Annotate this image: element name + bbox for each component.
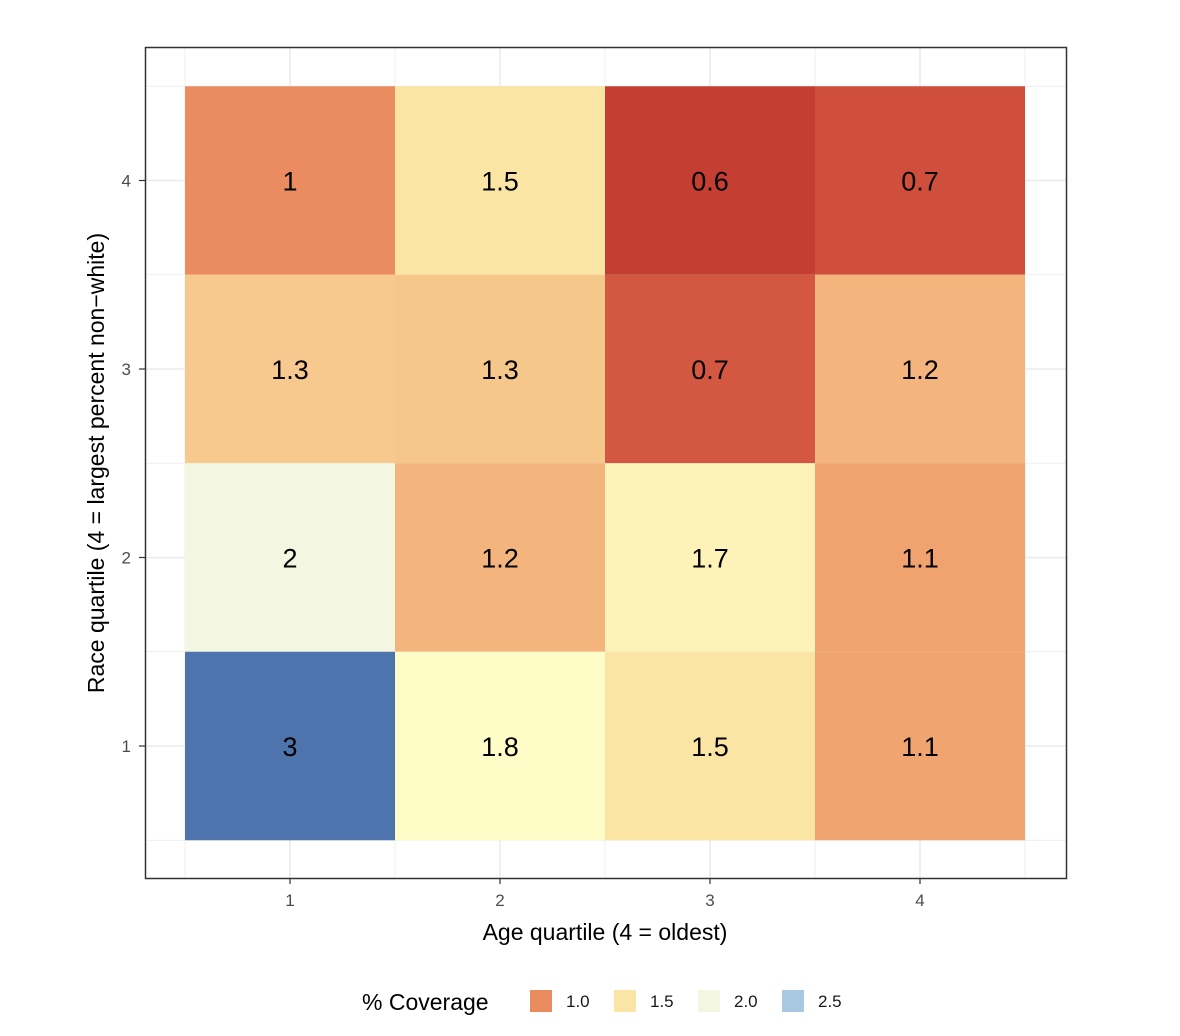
legend-key [614,990,636,1012]
legend-label: 1.5 [650,992,674,1011]
x-tick-label: 4 [915,891,924,910]
cell-value-label: 3 [282,732,297,762]
cell-value-label: 1.8 [481,732,519,762]
heatmap-cell [815,274,1025,464]
y-tick-label: 3 [122,360,131,379]
heatmap-cells [185,86,1025,841]
legend-label: 2.5 [818,992,842,1011]
legend-key [698,990,720,1012]
heatmap-cell [395,86,605,275]
cell-value-label: 1.1 [901,544,939,574]
heatmap-cell [605,651,815,841]
cell-value-label: 0.7 [901,167,939,197]
y-axis-title: Race quartile (4 = largest percent non−w… [83,233,109,693]
cell-value-label: 1.5 [481,167,519,197]
legend-title: % Coverage [362,989,489,1015]
y-tick-label: 1 [122,737,131,756]
cell-value-label: 1.2 [901,355,939,385]
heatmap-cell [395,463,605,652]
heatmap-cell [185,86,395,275]
legend-label: 1.0 [566,992,590,1011]
legend-label: 2.0 [734,992,758,1011]
heatmap-cell [185,274,395,464]
y-tick-label: 4 [122,172,131,191]
legend-key [530,990,552,1012]
cell-value-label: 1.2 [481,544,519,574]
heatmap-cell [605,274,815,464]
cell-value-label: 0.7 [691,355,729,385]
heatmap-cell [185,463,395,652]
cell-value-label: 1.1 [901,732,939,762]
x-axis-title: Age quartile (4 = oldest) [483,919,728,945]
cell-value-label: 1.3 [271,355,309,385]
axes: 1 2 3 4 1 2 3 4 [122,172,925,911]
heatmap-cell [815,651,1025,841]
heatmap-cell [395,651,605,841]
cell-value-label: 1.5 [691,732,729,762]
heatmap-cell [185,651,395,841]
heatmap-cell [815,86,1025,275]
legend-key [782,990,804,1012]
y-tick-label: 2 [122,549,131,568]
panel-border [144,46,1068,880]
cell-value-labels: 1 1.5 0.6 0.7 1.3 1.3 0.7 1.2 2 1.2 1.7 1.1 3 1.8 1.5 1… [271,167,939,763]
cell-value-label: 1.7 [691,544,729,574]
legend: % Coverage 1.0 1.5 2.0 2.5 [362,989,842,1015]
x-tick-label: 1 [285,891,294,910]
x-tick-label: 3 [705,891,714,910]
cell-value-label: 1 [282,167,297,197]
heatmap-cell [395,274,605,464]
heatmap-cell [605,463,815,652]
cell-value-label: 1.3 [481,355,519,385]
heatmap-cell [605,86,815,275]
cell-value-label: 2 [282,544,297,574]
cell-value-label: 0.6 [691,167,729,197]
heatmap-cell [815,463,1025,652]
x-tick-label: 2 [495,891,504,910]
